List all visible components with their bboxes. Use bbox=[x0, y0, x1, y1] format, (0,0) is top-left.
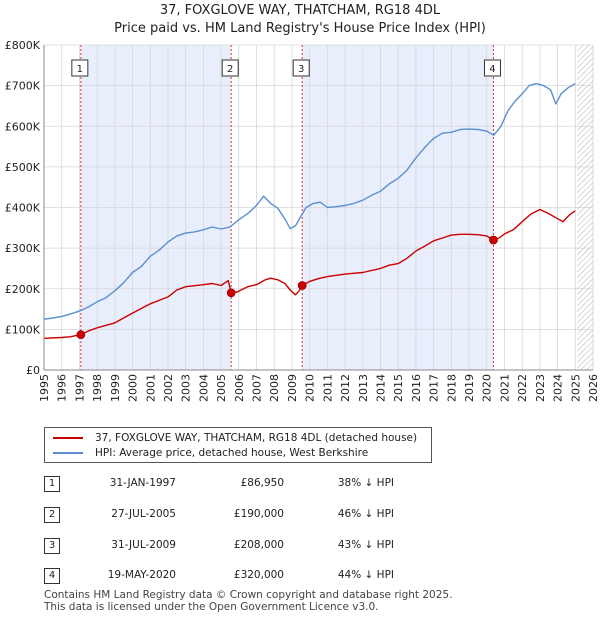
x-tick-label: 1995 bbox=[38, 374, 51, 402]
x-tick-label: 1999 bbox=[109, 374, 122, 402]
table-row: 4 19-MAY-2020 £320,000 44% ↓ HPI bbox=[44, 568, 404, 584]
chart-title-block: 37, FOXGLOVE WAY, THATCHAM, RG18 4DL Pri… bbox=[0, 2, 600, 38]
legend-swatch-property bbox=[53, 437, 83, 439]
x-tick-label: 2023 bbox=[534, 374, 547, 402]
x-tick-label: 2017 bbox=[428, 374, 441, 402]
chart-subtitle: Price paid vs. HM Land Registry's House … bbox=[114, 21, 486, 36]
sale-hpi-diff: 38% ↓ HPI bbox=[337, 477, 394, 489]
sale-number-badge: 1 bbox=[44, 476, 60, 492]
sale-number-label: 1 bbox=[77, 64, 83, 75]
sale-point bbox=[297, 281, 307, 290]
x-tick-label: 2025 bbox=[569, 374, 582, 402]
x-tick-label: 2014 bbox=[374, 374, 387, 402]
y-tick-label: £200K bbox=[5, 283, 41, 296]
x-tick-label: 2022 bbox=[516, 374, 529, 402]
sale-number-box bbox=[292, 59, 310, 77]
x-tick-label: 1997 bbox=[73, 374, 86, 402]
x-tick-label: 2010 bbox=[304, 374, 317, 402]
x-tick-label: 2009 bbox=[286, 374, 299, 402]
y-tick-label: £400K bbox=[5, 202, 41, 215]
legend-item-property: 37, FOXGLOVE WAY, THATCHAM, RG18 4DL (de… bbox=[53, 431, 417, 445]
x-tick-label: 2012 bbox=[339, 374, 352, 402]
y-tick-label: £100K bbox=[5, 323, 41, 336]
sale-number-badge: 2 bbox=[44, 507, 60, 523]
y-tick-label: £300K bbox=[5, 242, 41, 255]
x-tick-label: 1996 bbox=[56, 374, 69, 402]
sale-number-badge: 4 bbox=[44, 568, 60, 584]
footer-licence: This data is licensed under the Open Gov… bbox=[44, 601, 379, 613]
x-tick-label: 2003 bbox=[180, 374, 193, 402]
x-tick-label: 2006 bbox=[233, 374, 246, 402]
table-row: 1 31-JAN-1997 £86,950 38% ↓ HPI bbox=[44, 476, 404, 492]
sale-number-box bbox=[221, 59, 239, 77]
sale-date: 19-MAY-2020 bbox=[107, 569, 176, 581]
y-tick-label: £700K bbox=[5, 80, 41, 93]
x-tick-label: 2026 bbox=[587, 374, 600, 402]
sale-number-badge: 3 bbox=[44, 538, 60, 554]
y-tick-label: £800K bbox=[5, 39, 41, 52]
footer: Contains HM Land Registry data © Crown c… bbox=[44, 589, 452, 613]
footer-copyright: Contains HM Land Registry data © Crown c… bbox=[44, 589, 453, 601]
x-tick-label: 2021 bbox=[498, 374, 511, 402]
sale-price: £208,000 bbox=[233, 539, 284, 551]
sale-hpi-diff: 46% ↓ HPI bbox=[337, 508, 394, 520]
x-tick-label: 1998 bbox=[91, 374, 104, 402]
chart-title: 37, FOXGLOVE WAY, THATCHAM, RG18 4DL bbox=[159, 3, 441, 18]
x-tick-label: 2005 bbox=[215, 374, 228, 402]
y-tick-label: £500K bbox=[5, 161, 41, 174]
sale-date: 31-JAN-1997 bbox=[109, 477, 176, 489]
legend-item-hpi: HPI: Average price, detached house, West… bbox=[53, 446, 368, 460]
legend-swatch-hpi bbox=[53, 452, 83, 454]
table-row: 3 31-JUL-2009 £208,000 43% ↓ HPI bbox=[44, 538, 404, 554]
sale-number-label: 2 bbox=[227, 64, 233, 75]
x-tick-label: 2000 bbox=[127, 374, 140, 402]
x-tick-label: 2016 bbox=[410, 374, 423, 402]
sale-point bbox=[76, 330, 86, 340]
price-chart: 1 2 3 4 £0 £100K £200K £300K £400K £500K £600K £70… bbox=[5, 39, 600, 402]
chart-legend: 37, FOXGLOVE WAY, THATCHAM, RG18 4DL (de… bbox=[44, 427, 432, 463]
x-tick-label: 2018 bbox=[445, 374, 458, 402]
sale-number-box bbox=[483, 59, 501, 77]
x-tick-label: 2011 bbox=[321, 374, 334, 402]
series-line-property bbox=[43, 208, 576, 339]
table-row: 2 27-JUL-2005 £190,000 46% ↓ HPI bbox=[44, 507, 404, 523]
x-tick-label: 2008 bbox=[268, 374, 281, 402]
y-tick-label: £600K bbox=[5, 120, 41, 133]
sale-price: £86,950 bbox=[240, 477, 284, 489]
x-tick-label: 2013 bbox=[357, 374, 370, 402]
x-tick-label: 2020 bbox=[481, 374, 494, 402]
sale-hpi-diff: 44% ↓ HPI bbox=[337, 569, 394, 581]
sale-price: £190,000 bbox=[233, 508, 284, 520]
sale-date: 27-JUL-2005 bbox=[111, 508, 176, 520]
sale-point bbox=[226, 288, 236, 298]
y-tick-label: £0 bbox=[26, 364, 40, 377]
sale-price: £320,000 bbox=[233, 569, 284, 581]
x-tick-label: 2024 bbox=[552, 374, 565, 402]
forecast-hatch-region bbox=[577, 45, 593, 370]
legend-label-hpi: HPI: Average price, detached house, West… bbox=[95, 447, 369, 459]
sale-date: 31-JUL-2009 bbox=[111, 539, 176, 551]
series-line-hpi bbox=[43, 82, 576, 320]
sale-number-label: 4 bbox=[489, 64, 495, 75]
x-tick-label: 2004 bbox=[197, 374, 210, 402]
x-tick-label: 2019 bbox=[463, 374, 476, 402]
legend-label-property: 37, FOXGLOVE WAY, THATCHAM, RG18 4DL (de… bbox=[95, 432, 418, 444]
sale-hpi-diff: 43% ↓ HPI bbox=[337, 539, 394, 551]
sale-point bbox=[489, 235, 498, 245]
sale-number-label: 3 bbox=[298, 64, 304, 75]
sale-number-box bbox=[71, 59, 89, 77]
x-tick-label: 2015 bbox=[392, 374, 405, 402]
x-tick-label: 2001 bbox=[144, 374, 157, 402]
x-tick-label: 2007 bbox=[251, 374, 264, 402]
x-tick-label: 2002 bbox=[162, 374, 175, 402]
